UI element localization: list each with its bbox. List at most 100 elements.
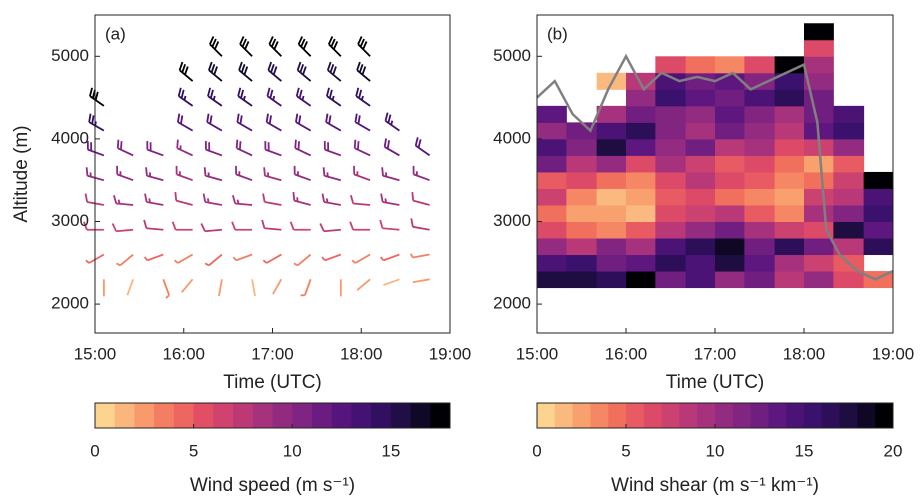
colorbar-swatch	[715, 403, 734, 428]
heat-cell	[655, 238, 687, 256]
heat-cell	[626, 122, 656, 140]
heat-cell	[744, 122, 776, 140]
wind-barb	[262, 193, 282, 206]
colorbar-swatch	[608, 403, 627, 428]
heat-cell	[566, 221, 598, 239]
colorbar-swatch	[331, 403, 352, 428]
x-tick-label: 19:00	[872, 344, 915, 363]
heat-cell	[655, 72, 687, 90]
wind-barb	[383, 138, 400, 157]
wind-barb	[412, 165, 430, 182]
wind-barb	[293, 253, 312, 267]
colorbar-frame	[94, 402, 451, 429]
wind-barb	[176, 139, 194, 157]
wind-barb	[111, 223, 134, 233]
heat-cell	[596, 221, 627, 239]
heat-cell	[537, 204, 567, 222]
wind-barb	[236, 113, 253, 132]
heat-cell	[566, 122, 598, 140]
wind-barb	[204, 253, 223, 267]
wind-barb	[235, 165, 253, 182]
heat-cell	[774, 221, 805, 239]
wind-barb	[350, 195, 371, 206]
heat-cell	[626, 171, 656, 189]
colorbar-swatch	[750, 403, 769, 428]
heat-cell	[655, 171, 687, 189]
colorbar-tick-label: 0	[90, 441, 99, 460]
heat-cell	[774, 188, 805, 206]
heat-cell	[804, 254, 834, 272]
wind-barb	[412, 278, 430, 284]
colorbar-tick-label: 0	[532, 441, 541, 460]
heat-cell	[626, 204, 656, 222]
heat-cell	[596, 188, 627, 206]
heat-cell	[685, 271, 716, 289]
wind-barb	[85, 253, 105, 264]
wind-barb	[355, 87, 371, 107]
x-tick-label: 15:00	[74, 344, 117, 363]
wind-barb	[202, 193, 223, 206]
y-tick-label: 4000	[493, 128, 531, 147]
heat-cell	[596, 155, 627, 173]
wind-barb	[268, 36, 283, 57]
heat-cell	[833, 155, 865, 173]
heat-cell	[804, 56, 834, 74]
heat-cell	[863, 238, 894, 256]
wind-barb	[266, 87, 282, 107]
wind-barb	[322, 167, 342, 182]
heat-cell	[774, 171, 805, 189]
wind-barb	[353, 165, 371, 182]
wind-barb	[325, 113, 342, 132]
heat-cell	[685, 171, 716, 189]
heat-cell	[596, 254, 627, 272]
colorbar-swatch	[661, 403, 680, 428]
heat-cell	[833, 122, 865, 140]
colorbar-swatch	[821, 403, 841, 428]
axes-frame	[94, 14, 451, 334]
heat-cell	[833, 221, 865, 239]
panel-label: (a)	[105, 24, 126, 43]
heat-cell	[537, 238, 567, 256]
heat-cell	[774, 204, 805, 222]
colorbar-swatch	[292, 403, 313, 428]
colorbar-tick-label: 5	[189, 441, 198, 460]
colorbar-swatch	[697, 403, 716, 428]
wind-barb	[381, 167, 400, 182]
wind-barb	[263, 167, 282, 182]
wind-barb	[294, 139, 312, 157]
heat-cell	[655, 188, 687, 206]
heat-cell	[626, 138, 656, 156]
heat-cell	[774, 105, 805, 123]
heat-cell	[685, 155, 716, 173]
wind-barb	[175, 165, 193, 182]
heat-cell	[655, 56, 687, 74]
colorbar-tick-label: 10	[706, 441, 725, 460]
heat-cell	[685, 89, 716, 107]
heat-cell	[744, 171, 776, 189]
heat-cell	[566, 254, 598, 272]
wind-barb	[178, 61, 194, 82]
wind-barb	[409, 253, 430, 259]
colorbar-swatch	[839, 403, 858, 428]
colorbar-tick-label: 10	[283, 441, 302, 460]
heat-cell	[566, 271, 598, 289]
heat-cell	[774, 89, 805, 107]
wind-barb	[143, 253, 164, 262]
heat-cell	[774, 138, 805, 156]
heat-cell	[804, 204, 834, 222]
heat-cell	[715, 171, 745, 189]
heat-cell	[685, 105, 716, 123]
wind-barb	[208, 61, 223, 82]
wind-barb	[207, 87, 223, 107]
y-tick-label: 4000	[51, 128, 89, 147]
colorbar-swatch	[213, 403, 234, 428]
panel-label: (b)	[547, 24, 568, 43]
heat-cell	[715, 188, 745, 206]
colorbar-swatch	[804, 403, 823, 428]
heat-cell	[537, 171, 567, 189]
wind-barb	[231, 221, 253, 231]
wind-barb	[380, 193, 400, 206]
colorbar-swatch	[154, 403, 175, 428]
heat-cell	[566, 155, 598, 173]
heat-cell	[863, 204, 894, 222]
